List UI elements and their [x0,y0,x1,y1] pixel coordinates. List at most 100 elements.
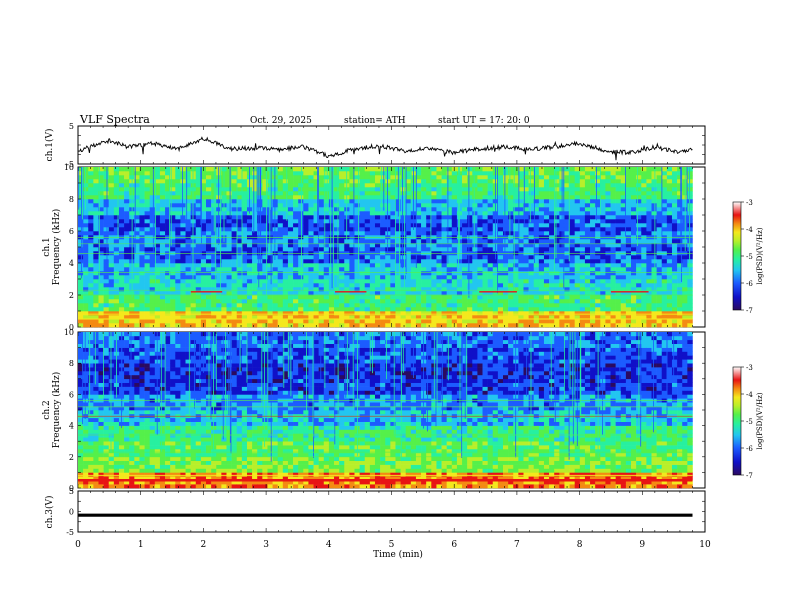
spectrogram-cell [415,203,422,208]
spectrogram-cell [287,191,294,196]
spectrogram-cell [241,271,248,276]
spectrogram-cell [431,279,437,284]
spectrogram-cell [328,279,335,284]
spectrogram-cell [666,171,673,176]
spectrogram-cell [620,299,627,304]
spectrogram-cell [646,271,652,276]
spectrogram-cell [185,203,191,208]
spectrogram-cell [503,283,509,288]
spectrogram-cell [139,307,145,312]
spectrogram-cell [605,299,611,304]
spectrogram-cell [200,259,207,264]
spectrogram-cell [569,191,575,196]
spectrogram-cell [282,211,289,216]
spectrogram-cell [543,223,550,228]
spectrogram-cell [426,179,432,184]
spectrogram-cell [533,291,540,296]
spectrogram-cell [543,287,550,292]
spectrogram-cell [661,279,668,284]
spectrogram-cell [426,231,432,236]
spectrogram-cell [503,243,509,248]
spectrogram-cell [677,267,683,272]
spectrogram-cell [641,227,647,232]
spectrogram-cell [477,307,483,312]
spectrogram-cell [328,247,335,252]
spectrogram-cell [293,287,299,292]
spectrogram-cell [328,183,335,188]
spectrogram-cell [579,183,586,188]
spectrogram-cell [605,231,611,236]
spectrogram-cell [656,219,663,224]
spectrogram-cell [139,279,145,284]
spectrogram-cell [651,311,657,316]
spectrogram-cell [656,175,663,180]
spectrogram-cell [369,275,376,280]
spectrogram-cell [88,484,94,489]
spectrogram-cell [431,323,437,328]
spectrogram-cell [323,267,330,272]
spectrogram-cell [287,203,294,208]
date-label: Oct. 29, 2025 [250,116,312,126]
spectrogram-cell [446,307,453,312]
spectrogram-cell [180,239,186,244]
spectrogram-cell [600,207,606,212]
spectrogram-cell [508,247,514,252]
spectrogram-cell [615,283,622,288]
spectrogram-cell [554,283,560,288]
spectrogram-cell [354,247,360,252]
spectrogram-cell [538,247,545,252]
spectrogram-cell [313,207,319,212]
spectrogram-cell [282,215,289,220]
spectrogram-cell [405,311,412,316]
spectrogram-cell [236,299,243,304]
spectrogram-cell [339,307,345,312]
spectrogram-cell [175,191,181,196]
spectrogram-cell [405,319,412,324]
spectrogram-cell [666,283,673,288]
spectrogram-cell [482,199,488,204]
spectrogram-cell [144,199,150,204]
spectrogram-cell [339,263,345,268]
spectrogram-cell [103,239,110,244]
spectrogram-cell [180,191,186,196]
spectrogram-cell [88,219,94,224]
spectrogram-cell [262,231,268,236]
spectrogram-cell [165,175,171,180]
spectrogram-cell [287,171,294,176]
spectrogram-cell [216,259,222,264]
spectrogram-cell [446,263,453,268]
spectrogram-cell [154,179,161,184]
spectrogram-cell [293,207,299,212]
spectrogram-cell [149,271,156,276]
spectrogram-cell [410,283,417,288]
spectrogram-cell [467,279,473,284]
spectrogram-cell [241,231,248,236]
spectrogram-cell [257,267,263,272]
spectrogram-cell [206,187,212,192]
spectrogram-cell [175,271,181,276]
spectrogram-cell [666,263,673,268]
spectrogram-cell [503,211,509,216]
spectrogram-cell [482,267,488,272]
spectrogram-cell [108,323,115,328]
spectrogram-cell [344,283,350,288]
spectrogram-cell [451,231,458,236]
spectrogram-cell [569,171,575,176]
spectrogram-cell [436,259,442,264]
spectrogram-cell [625,223,632,228]
spectrogram-cell [144,179,150,184]
spectrogram-cell [600,243,606,248]
spectrogram-cell [682,267,688,272]
spectrogram-cell [313,231,319,236]
ch1-voltage-trace [77,136,693,161]
spectrogram-cell [405,291,412,296]
spectrogram-cell [641,195,647,200]
spectrogram-cell [666,287,673,292]
spectrogram-cell [175,183,181,188]
spectrogram-cell [569,243,575,248]
spectrogram-cell [549,219,555,224]
spectrogram-cell [513,299,519,304]
spectrogram-cell [523,191,529,196]
spectrogram-cell [390,227,396,232]
spectrogram-cell [400,311,407,316]
